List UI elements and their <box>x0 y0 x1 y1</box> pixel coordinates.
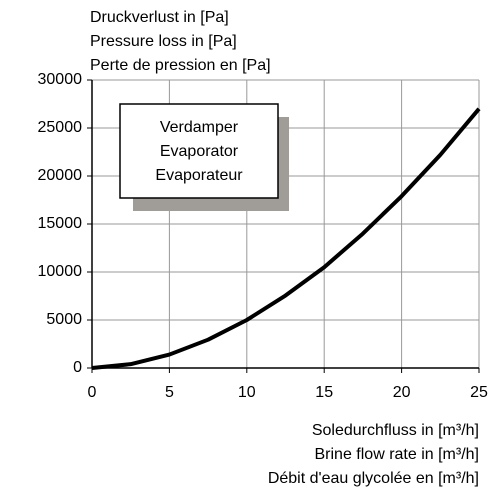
y-tick-label: 5000 <box>46 311 82 328</box>
y-axis-title: Druckverlust in [Pa] <box>90 9 229 26</box>
y-tick-label: 20000 <box>38 167 83 184</box>
x-axis-title: Brine flow rate in [m³/h] <box>315 446 480 463</box>
annotation: Evaporator <box>160 143 239 160</box>
annotation-box <box>119 103 279 199</box>
y-tick-label: 10000 <box>38 263 83 280</box>
x-axis-title: Soledurchfluss in [m³/h] <box>312 422 479 439</box>
data-line <box>91 107 481 370</box>
y-tick-label: 15000 <box>38 215 83 232</box>
y-axis-title: Pressure loss in [Pa] <box>90 33 237 50</box>
x-tick-label: 10 <box>238 384 256 401</box>
y-axis-title: Perte de pression en [Pa] <box>90 57 271 74</box>
x-tick-label: 15 <box>315 384 333 401</box>
y-tick-label: 0 <box>73 359 82 376</box>
annotation: Evaporateur <box>155 167 243 184</box>
y-tick-label: 30000 <box>38 71 83 88</box>
x-tick-label: 20 <box>393 384 411 401</box>
x-axis-title: Débit d'eau glycolée en [m³/h] <box>268 470 479 487</box>
x-tick-label: 5 <box>165 384 174 401</box>
x-tick-label: 25 <box>470 384 488 401</box>
y-tick-label: 25000 <box>38 119 83 136</box>
x-tick-label: 0 <box>88 384 97 401</box>
annotation: Verdamper <box>160 119 239 136</box>
